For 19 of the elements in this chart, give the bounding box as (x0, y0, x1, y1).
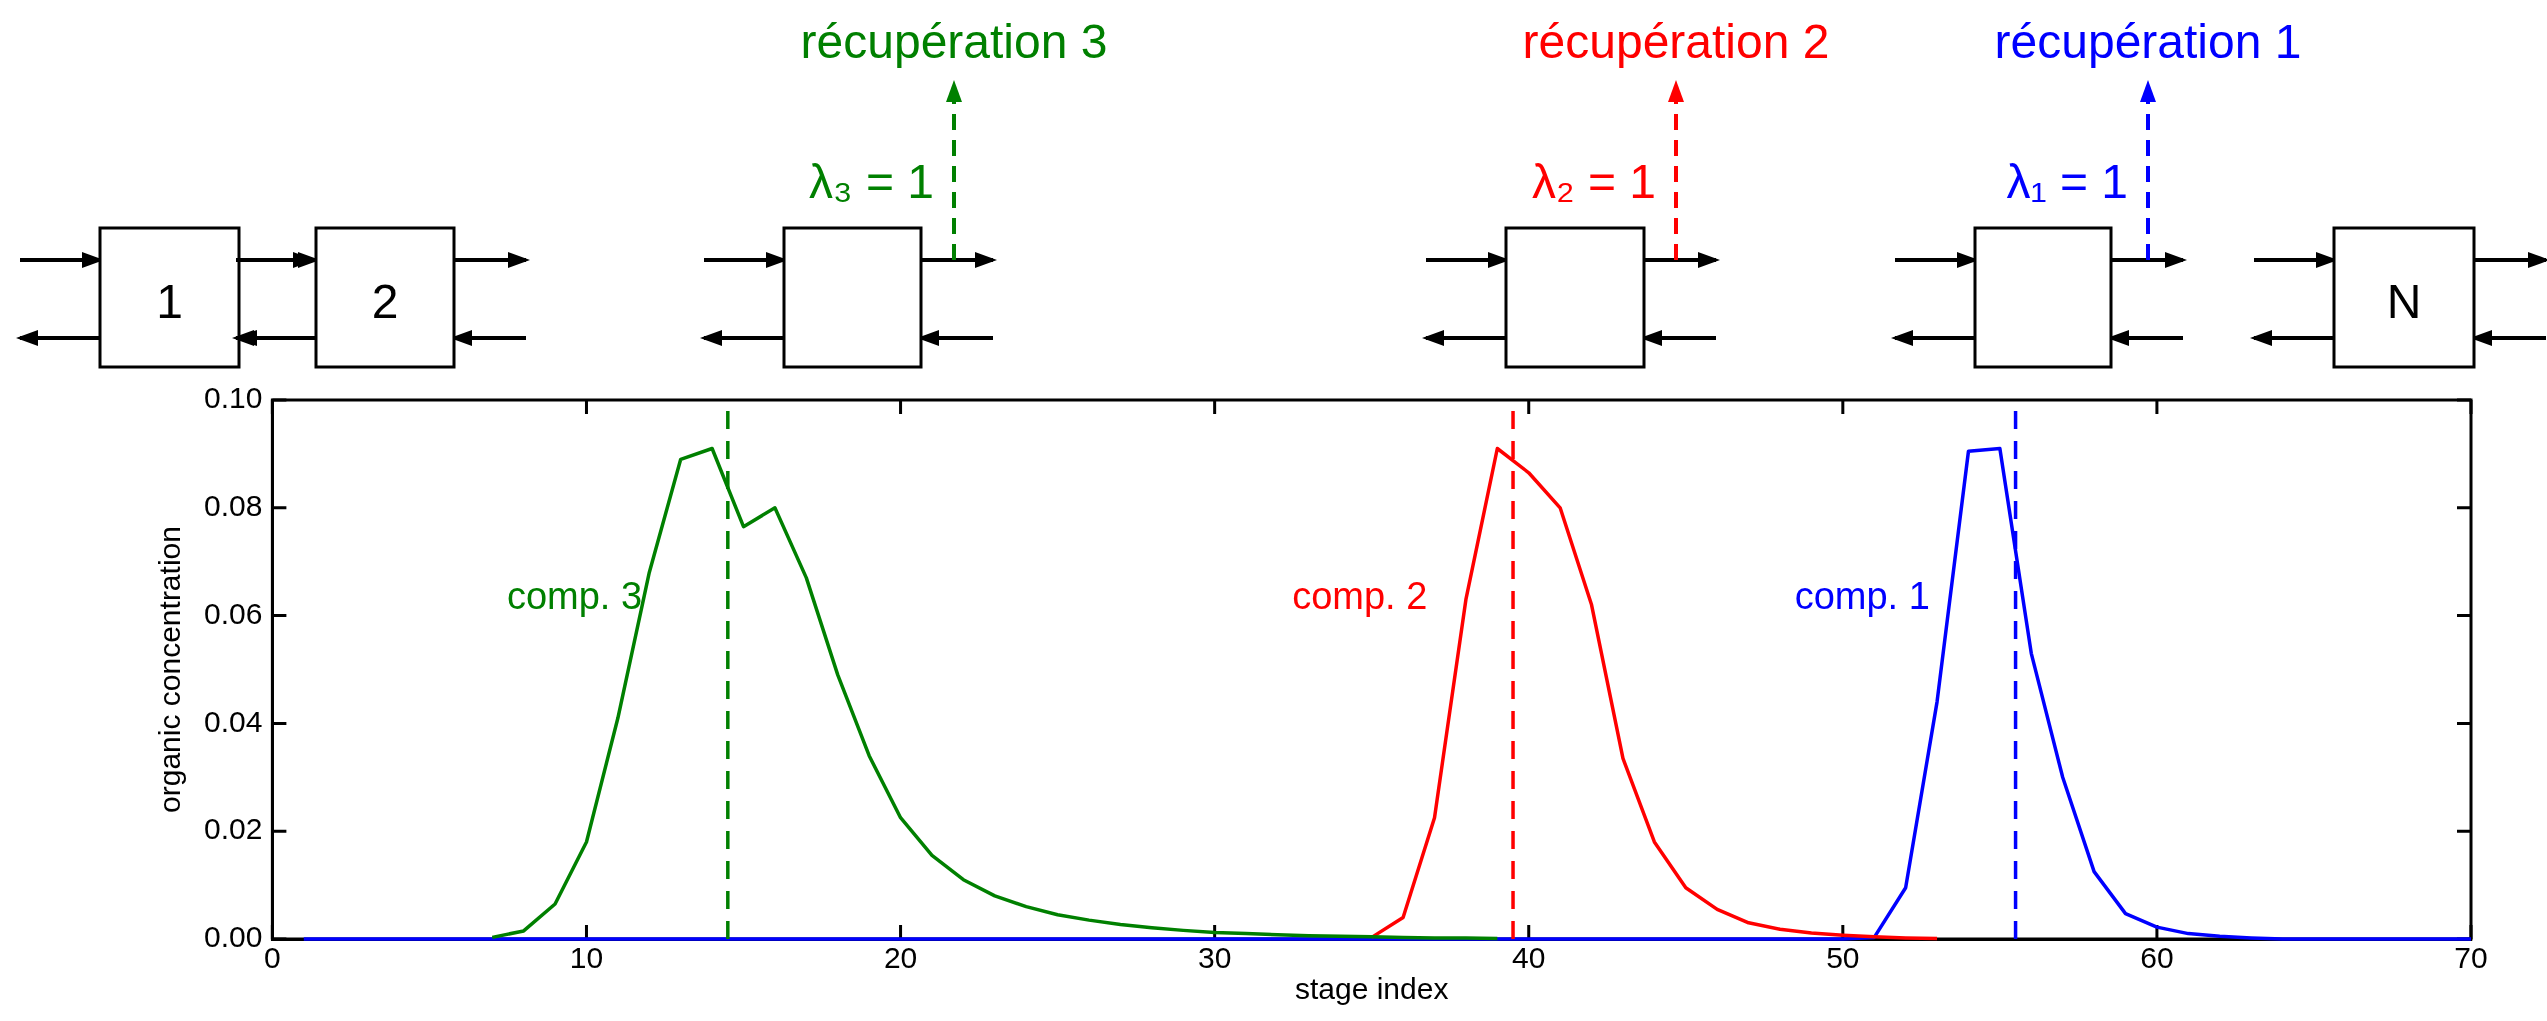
y-tick-label: 0.10 (204, 381, 263, 415)
y-tick-label: 0.08 (204, 489, 263, 523)
x-tick-label: 60 (2140, 941, 2174, 975)
y-tick-label: 0.02 (204, 812, 263, 846)
series-label: comp. 2 (1292, 574, 1428, 617)
x-axis-title: stage index (1294, 972, 1449, 1006)
x-tick-label: 40 (1512, 941, 1546, 975)
x-tick-label: 70 (2454, 941, 2488, 975)
x-tick-label: 10 (569, 941, 604, 975)
x-tick-label: 0 (264, 941, 281, 975)
y-tick-label: 0.04 (204, 704, 263, 738)
series-label: comp. 3 (506, 574, 643, 617)
x-tick-label: 30 (1197, 941, 1232, 975)
series-label: comp. 1 (1794, 574, 1930, 617)
y-tick-label: 0.06 (204, 596, 263, 630)
y-axis-title: organic concentration (153, 526, 187, 813)
x-tick-label: 50 (1826, 941, 1860, 975)
x-tick-label: 20 (883, 941, 918, 975)
y-tick-label: 0.00 (204, 920, 263, 954)
